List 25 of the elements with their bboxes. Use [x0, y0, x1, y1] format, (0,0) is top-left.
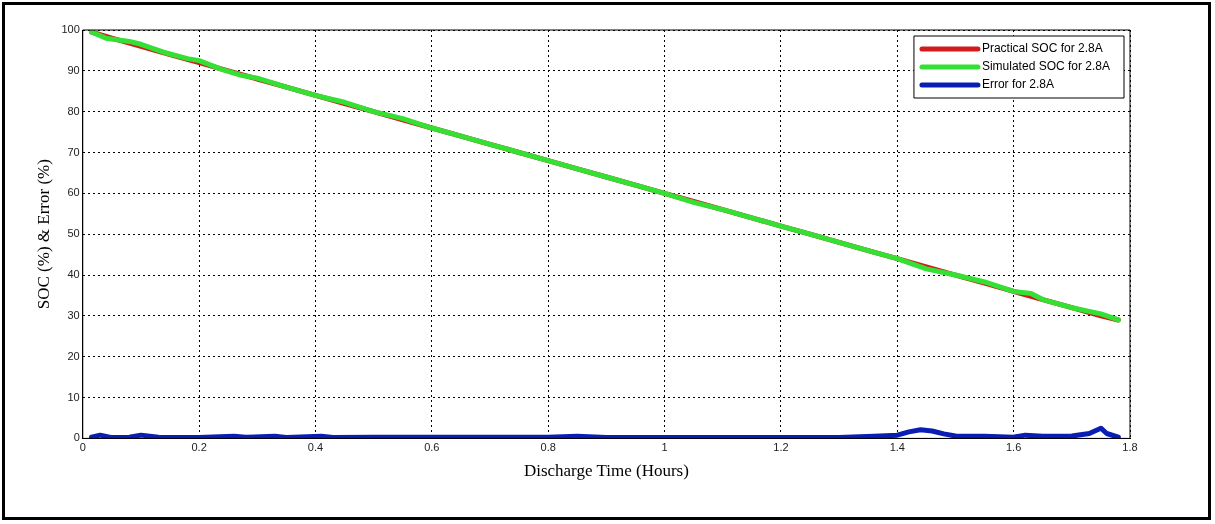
y-tick-label: 100 [61, 23, 80, 36]
x-tick-label: 1 [661, 441, 668, 454]
legend-label: Error for 2.8A [981, 77, 1054, 92]
x-tick-label: 1.4 [889, 441, 905, 454]
x-tick-label: 1.2 [773, 441, 789, 454]
y-tick-label: 20 [67, 349, 80, 362]
y-axis-title: SOC (%) & Error (%) [33, 159, 53, 310]
x-tick-label: 1.6 [1005, 441, 1022, 454]
y-tick-label: 50 [67, 227, 80, 240]
x-tick-label: 0.4 [307, 441, 324, 454]
legend-label: Practical SOC for 2.8A [981, 41, 1103, 56]
y-tick-label: 90 [67, 63, 80, 76]
x-axis-title: Discharge Time (Hours) [523, 461, 689, 481]
legend-label: Simulated SOC for 2.8A [981, 59, 1111, 74]
x-tick-label: 0.2 [191, 441, 207, 454]
y-tick-label: 70 [67, 145, 80, 158]
x-tick-label: 0.8 [540, 441, 556, 454]
y-tick-label: 10 [67, 390, 80, 403]
y-tick-label: 40 [67, 268, 80, 281]
y-tick-label: 0 [73, 431, 80, 444]
x-tick-label: 0.6 [424, 441, 440, 454]
y-tick-label: 30 [67, 308, 80, 321]
y-tick-label: 80 [67, 104, 80, 117]
x-tick-label: 1.8 [1122, 441, 1138, 454]
y-tick-label: 60 [67, 186, 80, 199]
